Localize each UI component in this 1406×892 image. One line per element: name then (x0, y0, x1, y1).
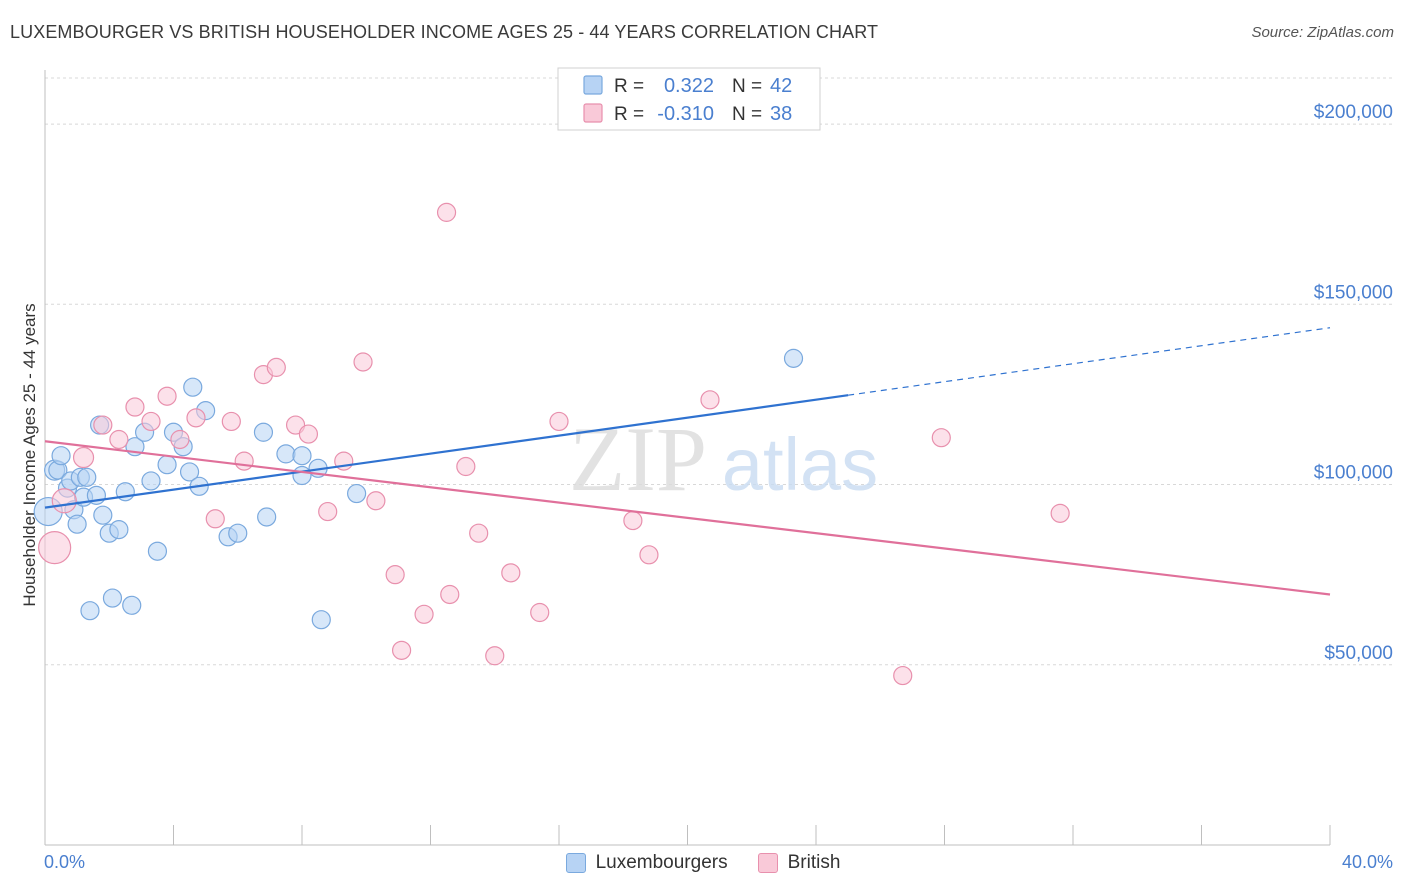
british-point-12 (234, 451, 254, 471)
y-tick-label-3: $200,000 (1314, 102, 1393, 123)
british-point-5 (125, 397, 145, 417)
british-point-30 (530, 602, 550, 623)
british-point-0 (38, 531, 72, 565)
luxembourger-point-36 (292, 465, 312, 486)
british-point-20 (366, 491, 386, 511)
legend-label-luxembourgers: Luxembourgers (595, 852, 728, 873)
luxembourger-point-7 (67, 514, 87, 534)
luxembourger-point-40 (347, 483, 367, 504)
british-point-34 (700, 390, 720, 410)
british-point-7 (157, 386, 177, 406)
british-point-16 (298, 424, 319, 444)
luxembourger-point-27 (179, 462, 200, 482)
luxembourger-point-24 (157, 455, 177, 475)
watermark-zip: ZIP (569, 408, 707, 510)
x-tick-label-max: 40.0% (1341, 852, 1393, 872)
luxembourger-point-23 (147, 541, 168, 561)
luxembourger-point-22 (141, 471, 161, 491)
british-point-10 (205, 509, 225, 529)
british-point-32 (623, 510, 643, 531)
legend-item-luxembourgers: Luxembourgers (565, 852, 728, 874)
legend-r-label-1: R = (614, 104, 644, 125)
legend-n-label-1: N = (732, 104, 762, 125)
luxembourger-point-34 (257, 507, 277, 527)
y-tick-label-2: $150,000 (1314, 282, 1393, 303)
british-point-8 (170, 429, 190, 450)
british-point-17 (318, 501, 338, 522)
luxembourger-point-11 (80, 601, 100, 621)
british-point-22 (391, 640, 412, 660)
luxembourger-trend-line-extension (848, 327, 1331, 396)
legend-r-label-0: R = (614, 76, 644, 97)
legend-swatch-pink (757, 853, 778, 873)
bottom-legend: Luxembourgers British (0, 852, 1406, 874)
luxembourger-point-3 (51, 446, 71, 466)
british-point-1 (51, 488, 77, 514)
legend-box-swatch-1 (583, 103, 603, 123)
british-point-28 (485, 646, 505, 666)
watermark-atlas: atlas (722, 423, 878, 506)
source-label: Source: ZipAtlas.com (1251, 24, 1394, 41)
british-point-35 (893, 665, 913, 686)
luxembourger-point-19 (122, 595, 142, 615)
british-point-29 (501, 563, 521, 583)
british-point-2 (72, 446, 95, 469)
british-point-27 (469, 523, 489, 543)
legend-r-value-0: 0.322 (664, 75, 714, 97)
british-trend-line (44, 440, 1331, 596)
luxembourger-point-37 (292, 446, 312, 466)
luxembourger-point-10 (77, 467, 97, 487)
british-point-6 (141, 411, 161, 432)
luxembourger-trend-line (44, 394, 849, 509)
british-point-25 (440, 584, 460, 605)
luxembourger-point-14 (93, 505, 113, 525)
legend-n-label-0: N = (732, 76, 762, 97)
british-point-31 (549, 411, 569, 432)
legend-item-british: British (757, 852, 841, 874)
y-tick-label-0: $50,000 (1324, 643, 1393, 664)
british-point-37 (1050, 503, 1070, 523)
british-point-23 (414, 604, 434, 624)
british-point-14 (266, 357, 286, 377)
y-tick-label-1: $100,000 (1314, 463, 1393, 484)
luxembourger-point-33 (253, 422, 274, 442)
legend-r-value-1: -0.310 (657, 103, 714, 125)
british-point-33 (639, 545, 659, 565)
british-point-4 (109, 429, 129, 450)
british-point-21 (385, 565, 405, 585)
legend-label-british: British (787, 852, 841, 873)
british-point-19 (353, 352, 373, 372)
british-point-36 (931, 428, 951, 448)
british-point-26 (456, 456, 476, 477)
luxembourger-point-16 (102, 588, 123, 608)
luxembourger-point-39 (311, 610, 331, 630)
british-point-9 (186, 408, 206, 428)
british-point-3 (93, 415, 113, 435)
british-point-11 (221, 411, 241, 432)
luxembourger-point-35 (276, 444, 296, 464)
legend-n-value-0: 42 (770, 75, 792, 97)
british-point-24 (436, 202, 457, 222)
legend-box-swatch-0 (583, 75, 603, 95)
legend-n-value-1: 38 (770, 103, 792, 125)
luxembourger-point-32 (228, 523, 248, 543)
legend-swatch-blue (565, 853, 586, 873)
luxembourger-point-17 (109, 519, 129, 540)
luxembourger-point-41 (783, 348, 804, 368)
luxembourger-point-28 (183, 377, 203, 397)
chart-title: LUXEMBOURGER VS BRITISH HOUSEHOLDER INCO… (10, 22, 879, 42)
x-tick-label-min: 0.0% (44, 852, 86, 872)
